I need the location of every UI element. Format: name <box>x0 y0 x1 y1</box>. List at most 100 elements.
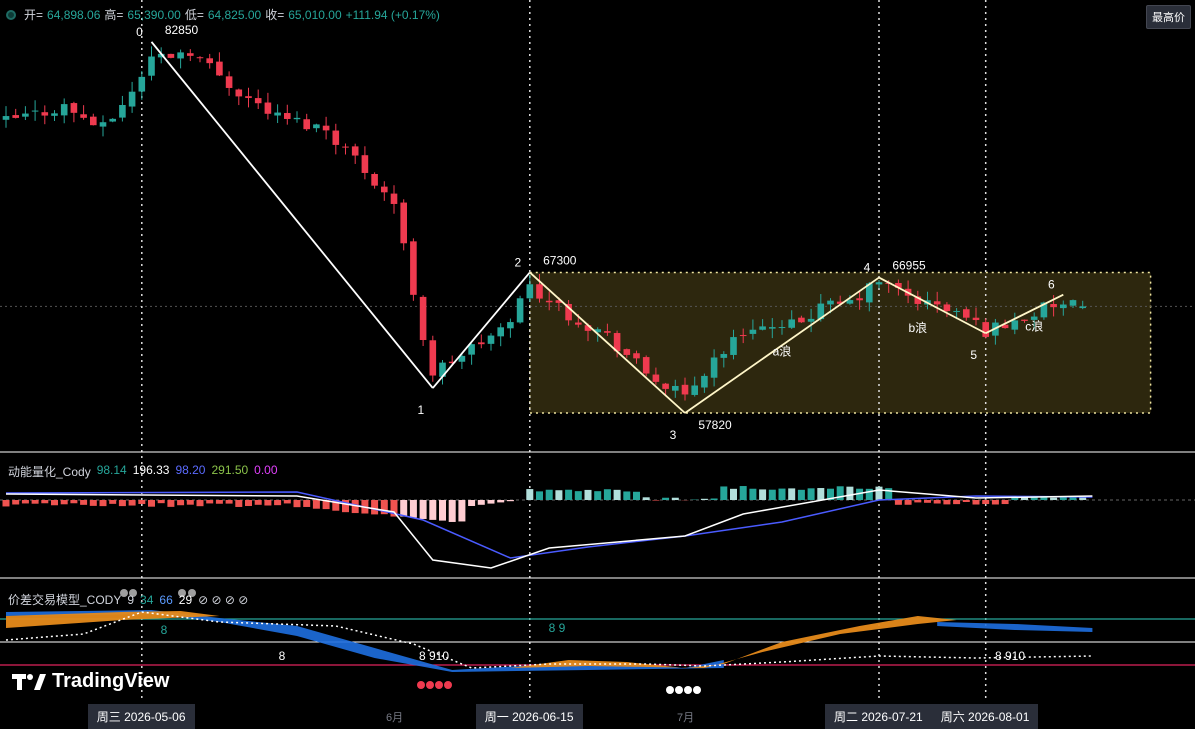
candle-body[interactable] <box>265 103 272 114</box>
candle-body[interactable] <box>546 301 553 302</box>
candle-body[interactable] <box>527 284 534 298</box>
candle-body[interactable] <box>682 385 689 395</box>
candle-body[interactable] <box>284 113 291 119</box>
candle-body[interactable] <box>80 114 87 118</box>
candle-body[interactable] <box>362 155 369 173</box>
candle-body[interactable] <box>750 330 757 334</box>
candle-body[interactable] <box>798 318 805 323</box>
candle-body[interactable] <box>274 113 281 116</box>
candle-body[interactable] <box>488 336 495 344</box>
candle-body[interactable] <box>730 337 737 355</box>
candle-body[interactable] <box>944 304 951 311</box>
candle-body[interactable] <box>333 131 340 145</box>
candle-body[interactable] <box>294 118 301 119</box>
high-price-badge[interactable]: 最高价 <box>1146 5 1191 29</box>
candle-body[interactable] <box>575 323 582 325</box>
momentum-v4: 291.50 <box>211 463 248 480</box>
candle-body[interactable] <box>1070 300 1077 306</box>
candle-body[interactable] <box>42 112 49 115</box>
candle-body[interactable] <box>507 322 514 328</box>
candle-body[interactable] <box>847 300 854 304</box>
candle-body[interactable] <box>342 147 349 148</box>
candle-body[interactable] <box>759 326 766 329</box>
candle-body[interactable] <box>769 327 776 329</box>
momentum-histogram-bar <box>798 490 805 500</box>
candle-body[interactable] <box>633 353 640 358</box>
candle-body[interactable] <box>352 146 359 155</box>
candle-body[interactable] <box>410 241 417 294</box>
candle-body[interactable] <box>662 384 669 389</box>
candle-body[interactable] <box>624 349 631 355</box>
candle-body[interactable] <box>119 105 126 118</box>
candle-body[interactable] <box>1050 304 1057 307</box>
candle-body[interactable] <box>168 54 175 58</box>
candle-body[interactable] <box>255 98 262 103</box>
candle-body[interactable] <box>400 203 407 244</box>
candle-body[interactable] <box>653 375 660 382</box>
candle-body[interactable] <box>420 297 427 340</box>
candle-body[interactable] <box>478 342 485 344</box>
candle-body[interactable] <box>691 385 698 394</box>
momentum-histogram-bar <box>623 491 630 500</box>
high-value: 65,390.00 <box>127 8 180 22</box>
candle-body[interactable] <box>1079 306 1086 308</box>
candle-body[interactable] <box>139 77 146 92</box>
candle-body[interactable] <box>313 124 320 128</box>
candle-body[interactable] <box>3 116 10 120</box>
candle-body[interactable] <box>323 126 330 131</box>
candle-body[interactable] <box>177 52 184 58</box>
candle-body[interactable] <box>129 92 136 107</box>
momentum-histogram-bar <box>604 489 611 500</box>
candle-body[interactable] <box>109 119 116 122</box>
momentum-legend[interactable]: 动能量化_Cody 98.14 196.33 98.20 291.50 0.00 <box>8 463 278 480</box>
momentum-histogram-bar <box>953 500 960 504</box>
candle-body[interactable] <box>381 187 388 193</box>
candle-body[interactable] <box>216 62 223 76</box>
candle-body[interactable] <box>236 90 243 97</box>
candle-body[interactable] <box>701 376 708 388</box>
candle-body[interactable] <box>604 331 611 333</box>
symbol-status-icon <box>6 10 16 20</box>
candle-body[interactable] <box>303 119 310 129</box>
candle-body[interactable] <box>245 96 252 98</box>
candle-body[interactable] <box>953 311 960 312</box>
candle-body[interactable] <box>788 319 795 327</box>
spread-legend[interactable]: 价差交易模型_CODY 9 34 66 29 ⊘ ⊘ ⊘ ⊘ <box>8 591 248 608</box>
candle-body[interactable] <box>876 282 883 284</box>
candle-body[interactable] <box>391 194 398 204</box>
candle-body[interactable] <box>740 335 747 336</box>
candle-body[interactable] <box>779 327 786 328</box>
candle-body[interactable] <box>206 58 213 63</box>
candle-body[interactable] <box>934 301 941 304</box>
candle-body[interactable] <box>12 115 19 118</box>
candle-body[interactable] <box>90 117 97 126</box>
candle-body[interactable] <box>371 174 378 186</box>
candle-body[interactable] <box>973 318 980 320</box>
candle-body[interactable] <box>711 358 718 378</box>
candle-body[interactable] <box>517 298 524 322</box>
candle-body[interactable] <box>22 114 29 117</box>
candle-body[interactable] <box>672 386 679 391</box>
candle-body[interactable] <box>808 319 815 322</box>
candle-body[interactable] <box>148 57 155 76</box>
candle-body[interactable] <box>856 298 863 300</box>
candle-body[interactable] <box>982 322 989 337</box>
candle-body[interactable] <box>187 53 194 56</box>
candle-body[interactable] <box>643 357 650 373</box>
candle-body[interactable] <box>32 111 39 112</box>
candle-body[interactable] <box>430 340 437 375</box>
candle-body[interactable] <box>827 301 834 305</box>
candle-body[interactable] <box>1012 320 1019 329</box>
candle-body[interactable] <box>963 309 970 317</box>
candle-body[interactable] <box>1060 305 1067 309</box>
candle-body[interactable] <box>536 284 543 298</box>
candle-body[interactable] <box>51 113 58 115</box>
candle-body[interactable] <box>61 104 68 115</box>
candle-body[interactable] <box>100 122 107 126</box>
candle-body[interactable] <box>226 76 233 88</box>
candle-body[interactable] <box>721 354 728 358</box>
candle-body[interactable] <box>497 327 504 336</box>
candle-body[interactable] <box>71 103 78 113</box>
candle-body[interactable] <box>197 57 204 58</box>
